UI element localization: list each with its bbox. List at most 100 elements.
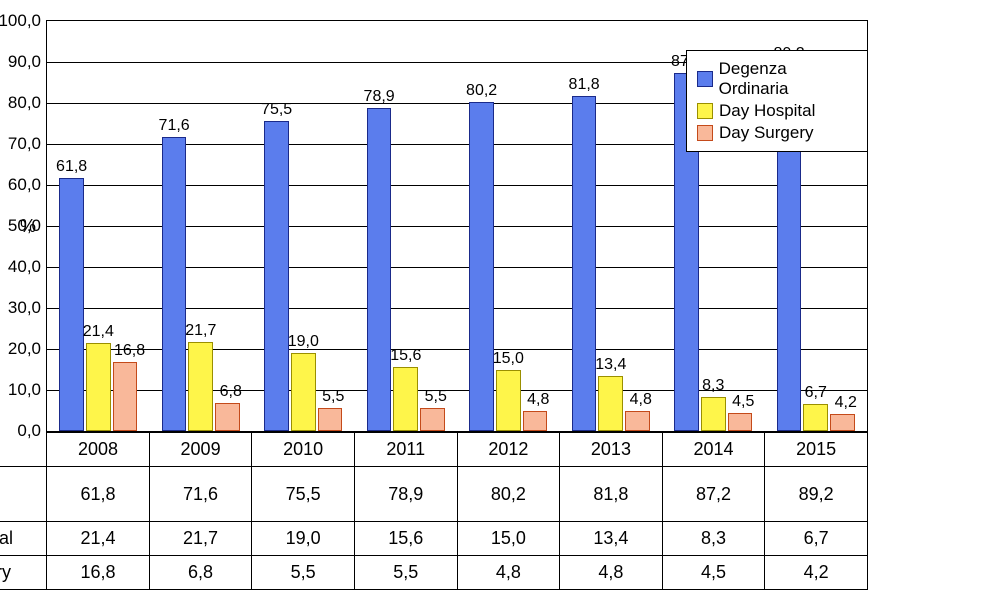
table-header-row: 20082009201020112012201320142015 [0,433,868,467]
table-cell: 6,7 [765,522,868,556]
bar-daysurgery [420,408,445,431]
table-year-cell: 2014 [662,433,765,467]
table-rowhead-degenza: Degenza Ordinaria [0,467,47,522]
bar-degenza [367,108,392,431]
table-year-cell: 2012 [457,433,560,467]
chart-container: % 0,010,020,030,040,050,060,070,080,090,… [20,20,984,590]
bar-value-label: 16,8 [114,342,145,360]
table-cell: 75,5 [252,467,355,522]
bar-value-label: 80,2 [466,82,497,100]
table-year-cell: 2008 [47,433,150,467]
legend-label: Degenza Ordinaria [719,59,857,99]
rowhead-label: Day Hospital [0,528,13,549]
y-tick-label: 90,0 [8,52,47,72]
table-year-cell: 2010 [252,433,355,467]
bar-group: 71,6 21,7 6,8 [150,21,253,431]
table-row: Day Hospital 21,421,719,015,615,013,48,36… [0,522,868,556]
bar-degenza [572,96,597,431]
bar-group: 81,8 13,44,8 [560,21,663,431]
table-cell: 4,8 [457,556,560,590]
bar-dayhospital [188,342,213,431]
legend-label: Day Surgery [719,123,813,143]
bar-value-label: 75,5 [261,101,292,119]
bar-value-label: 5,5 [425,388,447,406]
table-row: Degenza Ordinaria61,871,675,578,980,281,… [0,467,868,522]
bar-daysurgery [830,414,855,431]
bar-daysurgery [625,411,650,431]
y-tick-label: 40,0 [8,257,47,277]
table-cell: 87,2 [662,467,765,522]
bar-value-label: 4,8 [527,391,549,409]
table-cell: 4,2 [765,556,868,590]
y-tick-label: 70,0 [8,134,47,154]
plot-wrap: % 0,010,020,030,040,050,060,070,080,090,… [20,20,984,432]
bar-value-label: 13,4 [595,356,626,374]
bar-group: 80,2 15,0 4,8 [457,21,560,431]
bar-group: 78,915,65,5 [355,21,458,431]
bar-group: 75,519,05,5 [252,21,355,431]
legend-swatch [697,125,713,141]
legend-item-dayhospital: Day Hospital [697,101,857,121]
table-cell: 4,8 [560,556,663,590]
y-tick-label: 10,0 [8,380,47,400]
table-cell: 6,8 [149,556,252,590]
y-tick-label: 0,0 [17,421,47,441]
bar-value-label: 21,7 [185,322,216,340]
bar-group: 61,8 21,416,8 [47,21,150,431]
table-year-cell: 2009 [149,433,252,467]
bar-value-label: 4,8 [630,391,652,409]
bar-value-label: 4,5 [732,393,754,411]
y-tick-label: 80,0 [8,93,47,113]
bar-value-label: 6,8 [220,383,242,401]
bar-degenza [59,178,84,431]
bar-dayhospital [291,353,316,431]
table-cell: 78,9 [354,467,457,522]
legend: Degenza OrdinariaDay HospitalDay Surgery [686,50,868,152]
bar-value-label: 71,6 [159,117,190,135]
legend-label: Day Hospital [719,101,815,121]
bar-value-label: 81,8 [569,76,600,94]
bar-daysurgery [113,362,138,431]
table-cell: 21,4 [47,522,150,556]
bar-value-label: 15,0 [493,350,524,368]
bar-value-label: 19,0 [288,333,319,351]
table-cell: 81,8 [560,467,663,522]
y-tick-label: 30,0 [8,298,47,318]
bar-daysurgery [728,413,753,431]
table-cell: 21,7 [149,522,252,556]
table-row: Day Surgery16,86,85,55,54,84,84,54,2 [0,556,868,590]
table-cell: 71,6 [149,467,252,522]
bar-value-label: 21,4 [83,323,114,341]
bar-value-label: 4,2 [835,394,857,412]
table-cell: 15,0 [457,522,560,556]
table-cell: 15,6 [354,522,457,556]
table-cell: 5,5 [354,556,457,590]
table-cell: 80,2 [457,467,560,522]
table-cell: 4,5 [662,556,765,590]
y-tick-label: 50,0 [8,216,47,236]
table-rowhead-daysurgery: Day Surgery [0,556,47,590]
table-cell: 13,4 [560,522,663,556]
y-tick-label: 100,0 [0,11,47,31]
legend-swatch [697,103,713,119]
legend-item-daysurgery: Day Surgery [697,123,857,143]
bar-daysurgery [523,411,548,431]
table-cell: 5,5 [252,556,355,590]
table-cell: 19,0 [252,522,355,556]
bar-degenza [469,102,494,431]
bar-daysurgery [318,408,343,431]
data-table: 20082009201020112012201320142015Degenza … [0,432,868,590]
y-tick-label: 60,0 [8,175,47,195]
rowhead-label: Day Surgery [0,562,11,583]
bar-value-label: 61,8 [56,158,87,176]
table-rowhead-dayhospital: Day Hospital [0,522,47,556]
table-cell: 61,8 [47,467,150,522]
y-tick-label: 20,0 [8,339,47,359]
legend-item-degenza: Degenza Ordinaria [697,59,857,99]
bar-dayhospital [598,376,623,431]
table-cell: 89,2 [765,467,868,522]
bar-value-label: 8,3 [702,377,724,395]
bar-degenza [264,121,289,431]
table-year-cell: 2013 [560,433,663,467]
table-cell: 8,3 [662,522,765,556]
